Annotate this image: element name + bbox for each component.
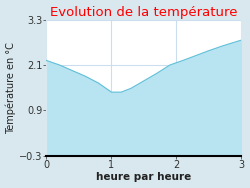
X-axis label: heure par heure: heure par heure xyxy=(96,172,192,182)
Y-axis label: Température en °C: Température en °C xyxy=(6,42,16,133)
Title: Evolution de la température: Evolution de la température xyxy=(50,6,238,19)
